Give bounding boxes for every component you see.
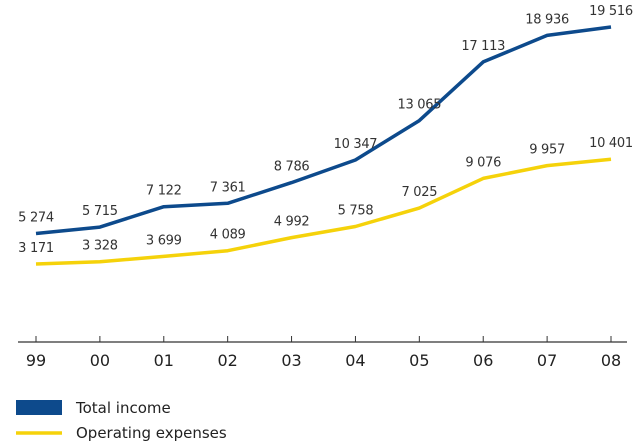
data-label: 19 516 — [589, 4, 633, 19]
data-label: 5 274 — [18, 211, 54, 226]
data-label: 10 347 — [334, 137, 378, 152]
x-tick-label: 05 — [409, 351, 429, 370]
x-tick-label: 06 — [473, 351, 493, 370]
series-line-operating-expenses — [35, 157, 612, 266]
data-label: 13 065 — [397, 98, 441, 113]
data-label: 7 122 — [146, 184, 182, 199]
legend-swatch-total-income — [16, 400, 62, 415]
x-tick-label: 01 — [154, 351, 174, 370]
data-label: 5 758 — [338, 204, 374, 219]
x-tick-label: 04 — [345, 351, 365, 370]
data-label: 8 786 — [274, 160, 310, 175]
data-label: 18 936 — [525, 12, 569, 27]
data-label: 3 699 — [146, 233, 182, 248]
x-tick-label: 02 — [217, 351, 237, 370]
data-label: 4 992 — [274, 215, 310, 230]
data-label: 3 171 — [18, 241, 54, 256]
data-label: 4 089 — [210, 228, 246, 243]
data-label: 9 957 — [529, 143, 565, 158]
x-tick-label: 03 — [281, 351, 301, 370]
data-label: 7 361 — [210, 180, 246, 195]
legend-label-operating-expenses: Operating expenses — [76, 424, 227, 442]
data-label: 17 113 — [461, 39, 505, 54]
legend-label-total-income: Total income — [75, 399, 171, 417]
x-tick-label: 99 — [26, 351, 46, 370]
data-label: 5 715 — [82, 204, 118, 219]
data-label: 9 076 — [465, 155, 501, 170]
data-label: 10 401 — [589, 136, 633, 151]
x-tick-label: 08 — [601, 351, 621, 370]
x-tick-label: 07 — [537, 351, 557, 370]
series-line-total-income — [35, 25, 612, 236]
data-label: 3 328 — [82, 239, 118, 254]
data-label: 7 025 — [401, 185, 437, 200]
x-tick-label: 00 — [90, 351, 110, 370]
